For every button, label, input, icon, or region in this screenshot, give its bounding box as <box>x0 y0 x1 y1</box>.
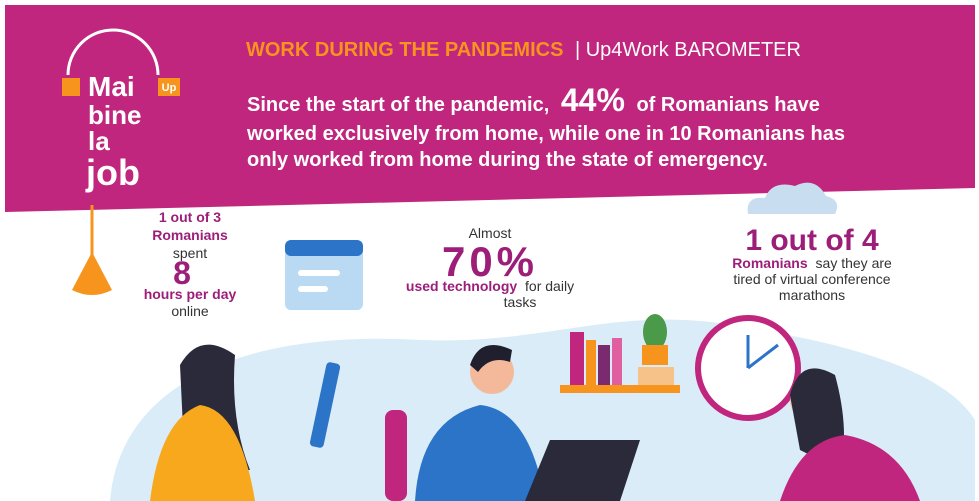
calendar-top <box>285 240 363 256</box>
logo-badge-text: Up <box>162 82 177 94</box>
stat-unit: hours per day <box>144 286 237 302</box>
calendar-line <box>298 286 328 292</box>
logo-text: job <box>85 152 140 193</box>
stat-subject: Romanians <box>152 227 228 243</box>
stat-text: used technology for daily <box>406 278 574 294</box>
title: WORK DURING THE PANDEMICS <box>246 39 563 61</box>
headline-highlight: 44% <box>561 82 625 118</box>
shelf <box>560 385 680 393</box>
chair <box>385 410 407 501</box>
book <box>586 340 596 385</box>
headline-text: Since the start of the pandemic, <box>247 94 549 116</box>
header-title: WORK DURING THE PANDEMICS | Up4Work BARO… <box>246 39 801 61</box>
headline: worked exclusively from home, while one … <box>246 123 845 145</box>
stat-text: tasks <box>504 294 537 310</box>
pot <box>642 345 668 365</box>
subtitle: | Up4Work BAROMETER <box>575 39 801 61</box>
headline: only worked from home during the state o… <box>247 149 768 171</box>
logo-square <box>62 78 80 96</box>
stat-text: Romanians say they are <box>732 255 892 271</box>
stat-subject: used technology <box>406 278 517 294</box>
stat-text: tired of virtual conference <box>733 271 890 287</box>
stat-lead: 1 out of 3 <box>159 209 221 225</box>
book <box>598 345 610 385</box>
book <box>570 332 584 385</box>
stat-text: say they are <box>816 255 892 271</box>
infographic: Up Mai bine la job WORK DURING THE PANDE… <box>0 0 979 501</box>
calendar-line <box>298 270 340 276</box>
pot-stand <box>638 367 674 385</box>
stat-text: for daily <box>525 278 574 294</box>
logo-text: Mai <box>88 71 135 102</box>
stat-number: 1 out of 4 <box>745 224 879 257</box>
stat-text: marathons <box>779 287 845 303</box>
cactus <box>643 314 667 350</box>
stat-subject: Romanians <box>732 255 808 271</box>
page: Up Mai bine la job WORK DURING THE PANDE… <box>0 0 979 501</box>
headline-text: of Romanians have <box>636 94 819 116</box>
book <box>612 338 622 385</box>
lamp <box>72 252 112 295</box>
stat-text: online <box>171 303 209 319</box>
